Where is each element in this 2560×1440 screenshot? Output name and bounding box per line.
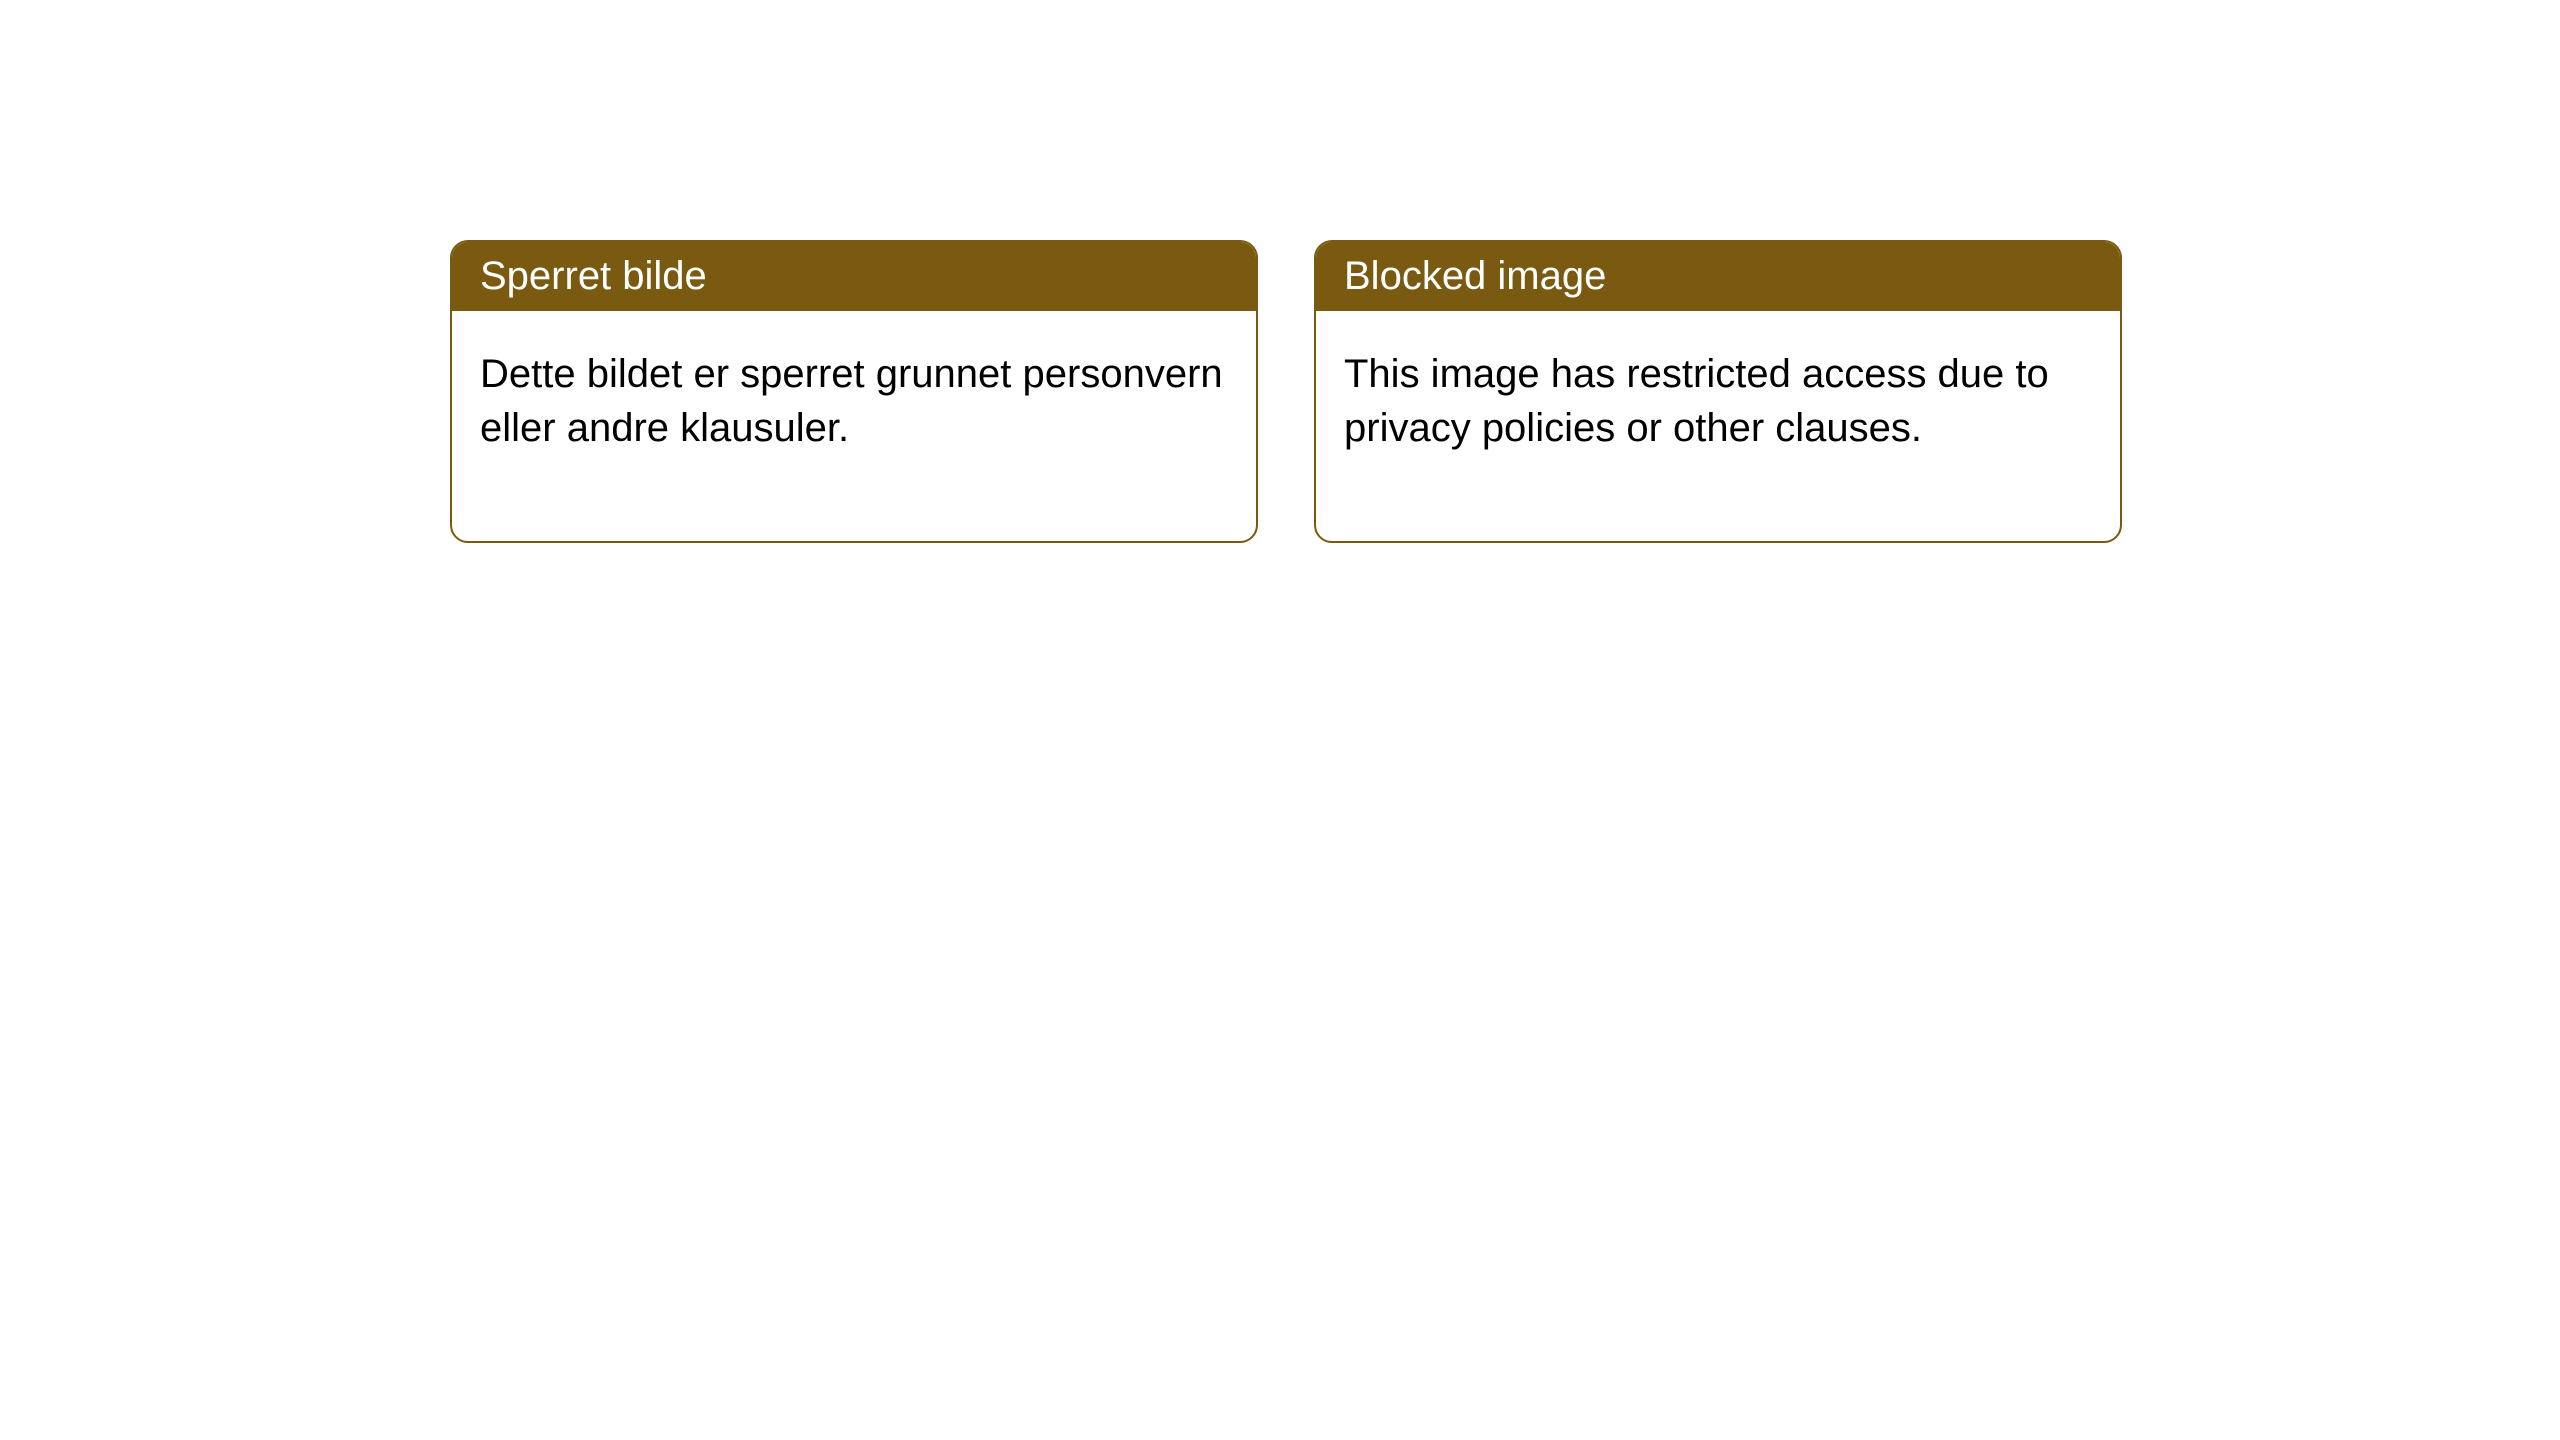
notice-card-norwegian: Sperret bilde Dette bildet er sperret gr… [450,240,1258,543]
notice-container: Sperret bilde Dette bildet er sperret gr… [450,240,2122,543]
notice-title: Blocked image [1344,254,1606,298]
notice-title: Sperret bilde [480,254,707,298]
notice-card-english: Blocked image This image has restricted … [1314,240,2122,543]
notice-body: This image has restricted access due to … [1316,311,2120,541]
notice-header: Blocked image [1316,242,2120,311]
notice-header: Sperret bilde [452,242,1256,311]
notice-body: Dette bildet er sperret grunnet personve… [452,311,1256,541]
notice-body-text: Dette bildet er sperret grunnet personve… [480,352,1223,450]
notice-body-text: This image has restricted access due to … [1344,352,2049,450]
